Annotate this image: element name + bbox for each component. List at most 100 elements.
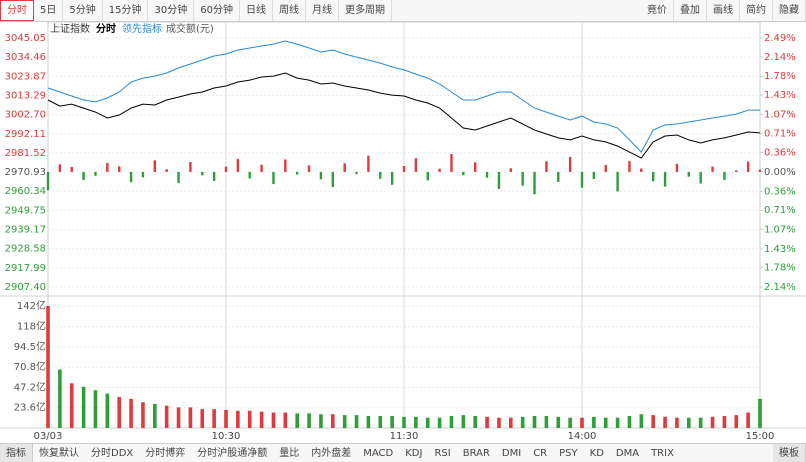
indicator-tab[interactable]: 恢复默认: [39, 448, 79, 459]
volume-bar: [568, 417, 572, 428]
tool-button[interactable]: 隐藏: [773, 0, 806, 21]
volume-bar: [236, 410, 240, 428]
indicator-tab[interactable]: KDJ: [405, 448, 423, 459]
strength-bar: [390, 171, 394, 185]
volume-bar: [188, 407, 193, 428]
y2-tick-label: 0.36%: [764, 148, 796, 159]
period-button[interactable]: 月线: [306, 0, 339, 21]
volume-bar: [437, 417, 442, 428]
strength-bar: [106, 162, 109, 172]
tool-button[interactable]: 叠加: [674, 0, 707, 21]
indicator-tab[interactable]: 指标: [0, 444, 33, 462]
tool-button[interactable]: 画线: [707, 0, 740, 21]
volume-bar: [200, 409, 205, 428]
indicator-tab[interactable]: 模板: [773, 444, 806, 462]
tool-button[interactable]: 简约: [740, 0, 773, 21]
volume-bar: [461, 415, 466, 428]
volume-bar: [651, 415, 655, 428]
volume-bar: [532, 415, 537, 428]
volume-bar: [129, 398, 133, 428]
volume-bar: [758, 398, 762, 428]
indicator-tab[interactable]: 内外盘差: [311, 448, 352, 459]
volume-bar: [675, 417, 679, 428]
volume-bar: [734, 415, 739, 428]
y2-tick-label: 1.07%: [764, 224, 796, 235]
period-button[interactable]: 分时: [0, 0, 34, 21]
y2-tick-label: 2.49%: [764, 33, 796, 44]
period-button[interactable]: 30分钟: [148, 0, 195, 21]
period-button[interactable]: 5日: [34, 0, 64, 21]
indicator-tab[interactable]: BRAR: [462, 448, 490, 459]
indicator-tab[interactable]: 分时DDX: [91, 448, 134, 459]
volume-bar: [69, 383, 74, 428]
strength-bar: [331, 171, 334, 187]
indicator-tab[interactable]: RSI: [434, 448, 451, 459]
indicator-tab[interactable]: 量比: [279, 448, 300, 459]
volume-bar: [176, 407, 181, 428]
volume-bar: [520, 416, 525, 428]
strength-bar: [592, 171, 596, 180]
period-button[interactable]: 15分钟: [103, 0, 149, 21]
volume-bar: [354, 415, 359, 428]
indicator-tab[interactable]: KD: [589, 448, 604, 459]
period-button[interactable]: 60分钟: [194, 0, 240, 21]
indicator-tab[interactable]: CR: [533, 448, 548, 459]
volume-bar: [271, 412, 276, 428]
strength-bar: [746, 161, 750, 172]
volume-bar: [710, 416, 715, 428]
strength-bar: [224, 166, 228, 172]
volume-bar: [319, 414, 323, 428]
strength-bar: [438, 168, 441, 172]
volume-bar: [663, 416, 667, 428]
period-button[interactable]: 更多周期: [339, 0, 392, 21]
volume-bar: [247, 410, 252, 428]
strength-bar: [307, 165, 311, 172]
volume-bar: [746, 412, 750, 428]
volume-bar: [473, 415, 477, 428]
strength-bar: [70, 166, 73, 172]
volume-bar: [556, 416, 561, 428]
volume-bar: [366, 415, 371, 428]
indicator-tab[interactable]: 分时沪股通净额: [197, 448, 268, 459]
strength-bar: [414, 158, 418, 172]
volume-bar: [153, 403, 157, 428]
indicator-tab[interactable]: MACD: [363, 448, 394, 459]
period-button[interactable]: 周线: [273, 0, 306, 21]
y2-tick-label: 2.14%: [764, 52, 796, 63]
strength-bar: [616, 171, 619, 192]
strength-bar: [212, 171, 216, 181]
volume-bar: [46, 306, 50, 428]
strength-bar: [675, 163, 679, 172]
y-tick-label: 2992.11: [5, 129, 46, 140]
strength-bar: [402, 165, 406, 172]
y-tick-label: 70.8亿: [14, 360, 46, 373]
strength-bar: [82, 171, 85, 181]
y-tick-label: 47.2亿: [14, 380, 46, 393]
period-button[interactable]: 日线: [240, 0, 273, 21]
strength-bar: [462, 171, 465, 176]
indicator-tab[interactable]: TRIX: [651, 448, 674, 459]
strength-bar: [450, 154, 453, 172]
volume-bar: [117, 397, 121, 428]
volume-bar: [342, 415, 347, 428]
volume-bar: [212, 409, 216, 428]
indicator-tab[interactable]: PSY: [559, 448, 578, 459]
y-tick-label: 2960.34: [5, 186, 46, 197]
strength-bar: [284, 159, 287, 172]
period-button[interactable]: 5分钟: [63, 0, 103, 21]
y2-tick-label: 1.78%: [764, 263, 796, 274]
y-tick-label: 2928.58: [5, 244, 46, 255]
indicator-tab[interactable]: DMA: [615, 448, 640, 459]
indicator-tab[interactable]: 分时博弈: [145, 448, 186, 459]
volume-bar: [58, 369, 62, 428]
strength-bar: [640, 168, 643, 172]
strength-bar: [201, 171, 204, 176]
strength-bar: [426, 171, 429, 181]
y-tick-label: 94.5亿: [14, 340, 46, 353]
volume-bar: [603, 417, 608, 428]
tool-button[interactable]: 竟价: [641, 0, 674, 21]
indicator-tab[interactable]: DMI: [501, 448, 522, 459]
legend-entry: 领先指标: [122, 22, 162, 35]
